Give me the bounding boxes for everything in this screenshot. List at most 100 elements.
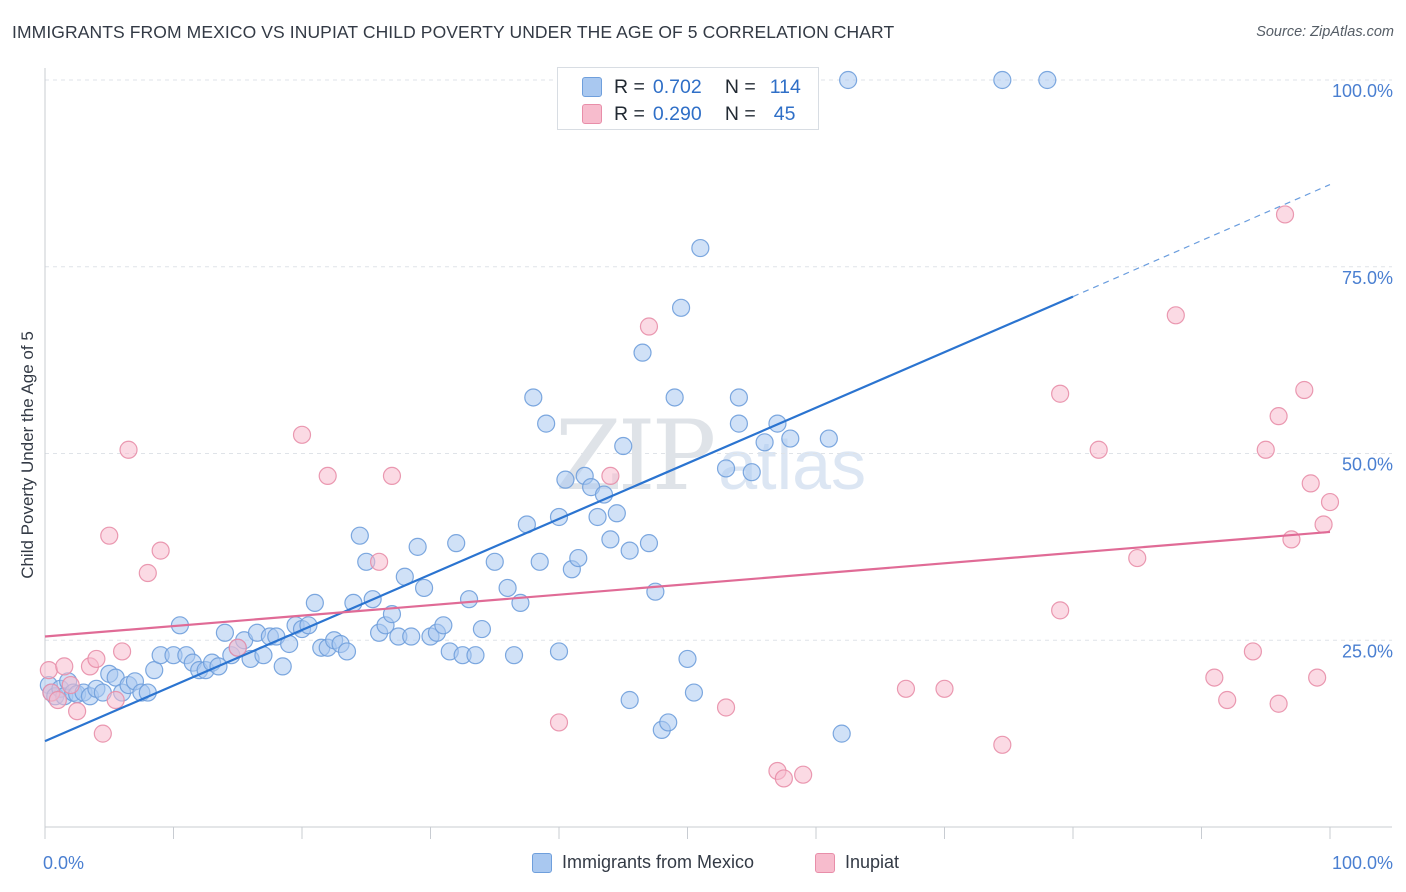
inupiat-point (935, 679, 954, 698)
inupiat-point (774, 769, 793, 788)
mexico-trend-extension (1072, 184, 1331, 298)
mexico-point (337, 642, 357, 661)
y-tick-label: 100.0% (1332, 81, 1393, 101)
mexico-point (273, 657, 292, 676)
legend-row-mexico: R = 0.702 N = 114 (582, 74, 801, 100)
inupiat-point (1128, 548, 1147, 568)
inupiat-point (87, 649, 106, 669)
mexico-point (729, 414, 749, 433)
legend-swatch-inupiat (582, 104, 602, 124)
legend-r-label: R = (614, 102, 645, 125)
mexico-point (408, 537, 427, 556)
inupiat-point (292, 425, 312, 444)
mexico-point (215, 623, 234, 642)
mexico-point (742, 463, 761, 482)
legend-n-label: N = (724, 75, 756, 98)
inupiat-point (896, 679, 916, 698)
mexico-point (665, 388, 684, 407)
inupiat-point (228, 638, 247, 657)
legend-row-inupiat: R = 0.290 N = 45 (582, 101, 795, 127)
inupiat-point (100, 526, 119, 545)
inupiat-point (318, 466, 337, 486)
inupiat-point (93, 724, 112, 743)
legend-swatch-mexico (532, 852, 552, 873)
legend-label-mexico: Immigrants from Mexico (562, 852, 755, 872)
mexico-point (504, 646, 524, 665)
inupiat-point (1256, 440, 1275, 459)
mexico-point (620, 541, 639, 560)
inupiat-point (1282, 530, 1301, 549)
y-tick-label: 75.0% (1342, 268, 1393, 288)
inupiat-point (1301, 474, 1320, 493)
inupiat-point (138, 563, 157, 583)
inupiat-point (1308, 668, 1327, 687)
inupiat-point (1314, 515, 1333, 534)
inupiat-point (1275, 205, 1295, 224)
mexico-point (691, 238, 710, 258)
mexico-point (588, 507, 607, 527)
inupiat-point (601, 466, 620, 486)
mexico-point (1038, 70, 1057, 90)
legend-n-label: N = (724, 102, 756, 125)
legend-r-value: 0.290 (652, 102, 702, 125)
mexico-point (781, 429, 800, 448)
legend-label-inupiat: Inupiat (845, 852, 900, 872)
inupiat-point (370, 552, 389, 571)
legend-item-inupiat[interactable]: Inupiat (815, 852, 899, 873)
legend-swatch-mexico (582, 77, 602, 97)
inupiat-point (549, 713, 569, 732)
inupiat-point (1269, 694, 1288, 713)
mexico-point (382, 605, 402, 624)
legend-item-mexico[interactable]: Immigrants from Mexico (532, 852, 754, 873)
inupiat-point (1218, 690, 1237, 710)
mexico-point (569, 548, 588, 568)
mexico-trend-line (44, 295, 1074, 743)
mexico-point (447, 534, 466, 553)
inupiat-point (1295, 380, 1314, 400)
inupiat-point (55, 657, 74, 676)
inupiat-point (119, 440, 138, 459)
inupiat-point (1269, 407, 1288, 426)
mexico-point (755, 433, 774, 452)
mexico-point (549, 642, 569, 661)
inupiat-point (382, 466, 402, 486)
inupiat-point (1166, 306, 1185, 325)
legend-n-value: 114 (769, 75, 801, 98)
chart-title: IMMIGRANTS FROM MEXICO VS INUPIAT CHILD … (12, 22, 895, 42)
series-legend: Immigrants from Mexico Inupiat (0, 852, 1406, 878)
inupiat-point (48, 690, 67, 710)
x-tick-label: 100.0% (1332, 853, 1393, 873)
mexico-point (839, 70, 858, 90)
inupiat-point (1051, 601, 1070, 620)
inupiat-point (716, 698, 736, 717)
mexico-point (537, 414, 556, 433)
inupiat-point (61, 675, 80, 695)
mexico-point (716, 459, 736, 478)
inupiat-point (639, 317, 659, 336)
correlation-legend: R = 0.702 N = 114 R = 0.290 N = 45 (557, 67, 819, 130)
inupiat-point (1205, 668, 1224, 687)
inupiat-point (1089, 440, 1108, 459)
mexico-point (350, 526, 369, 545)
inupiat-point (1051, 384, 1070, 403)
inupiat-point (1320, 492, 1340, 512)
x-tick-label: 0.0% (43, 853, 84, 873)
inupiat-point (151, 541, 170, 560)
y-tick-label: 50.0% (1342, 455, 1393, 475)
mexico-point (414, 578, 434, 598)
inupiat-point (794, 765, 813, 784)
source-credit: Source: ZipAtlas.com (1256, 24, 1394, 40)
y-tick-label: 25.0% (1342, 641, 1393, 661)
inupiat-point (68, 702, 87, 721)
mexico-point (530, 552, 549, 571)
mexico-point (993, 70, 1012, 90)
mexico-point (832, 724, 851, 743)
mexico-point (524, 388, 543, 407)
mexico-point (459, 590, 479, 609)
mexico-point (434, 616, 453, 635)
inupiat-point (112, 642, 132, 661)
mexico-point (729, 388, 749, 407)
inupiat-point (39, 661, 58, 680)
legend-n-value: 45 (773, 102, 796, 125)
